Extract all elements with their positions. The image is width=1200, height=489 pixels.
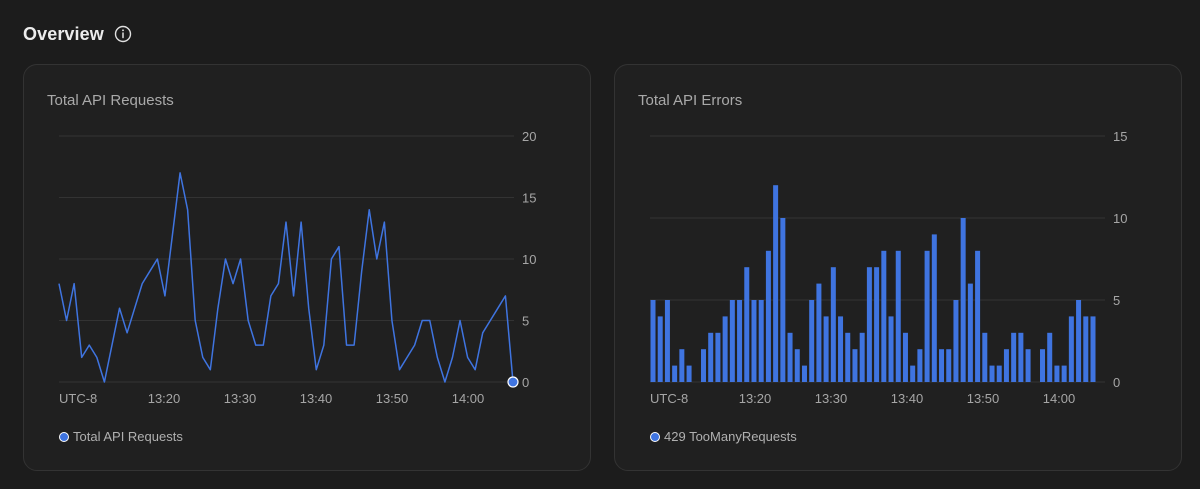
bar[interactable] (1040, 349, 1046, 382)
total-api-errors-card: Total API Errors 15 10 5 0 UTC-8 13:20 13:30 13… (614, 64, 1182, 471)
bar[interactable] (931, 234, 937, 382)
bar[interactable] (1011, 332, 1017, 382)
bar[interactable] (895, 250, 901, 382)
bar[interactable] (881, 250, 887, 382)
x-tick-label: 13:30 (815, 391, 848, 406)
bar[interactable] (902, 332, 908, 382)
bar[interactable] (924, 250, 930, 382)
legend-dot-icon (59, 431, 69, 442)
bar[interactable] (1083, 316, 1089, 382)
x-tick-label: 14:00 (452, 391, 485, 406)
series-line-total-api-requests (58, 172, 514, 383)
bar[interactable] (960, 218, 966, 382)
card-title: Total API Requests (47, 92, 174, 109)
bar[interactable] (801, 365, 807, 382)
bar[interactable] (1068, 316, 1074, 382)
total-api-requests-card: Total API Requests 20 15 10 5 0 UTC-8 13:20 13:… (23, 64, 591, 471)
x-tick-label: 13:40 (300, 391, 333, 406)
bar[interactable] (910, 365, 916, 382)
y-tick-label: 5 (522, 314, 529, 329)
x-tick-label: 13:40 (891, 391, 924, 406)
chart-legend[interactable]: Total API Requests (59, 429, 183, 444)
y-tick-label: 10 (522, 252, 536, 267)
bar[interactable] (852, 349, 858, 382)
x-tick-label: 14:00 (1043, 391, 1076, 406)
x-tick-label: 13:20 (148, 391, 181, 406)
bar[interactable] (765, 250, 771, 382)
bar[interactable] (751, 300, 757, 382)
bar[interactable] (708, 332, 714, 382)
bar[interactable] (722, 316, 728, 382)
bar[interactable] (657, 316, 663, 382)
bar[interactable] (700, 349, 706, 382)
last-point-marker[interactable] (507, 376, 519, 388)
bar[interactable] (729, 300, 735, 382)
bar[interactable] (859, 332, 865, 382)
bar[interactable] (758, 300, 764, 382)
timezone-label: UTC-8 (650, 391, 688, 406)
bar[interactable] (650, 300, 656, 382)
bar[interactable] (874, 267, 880, 382)
bar[interactable] (917, 349, 923, 382)
bar[interactable] (838, 316, 844, 382)
bar[interactable] (946, 349, 952, 382)
y-tick-label: 0 (522, 375, 529, 390)
bar[interactable] (794, 349, 800, 382)
bar[interactable] (737, 300, 743, 382)
x-tick-label: 13:50 (967, 391, 1000, 406)
y-tick-label: 15 (1113, 129, 1127, 144)
info-icon[interactable] (114, 25, 132, 43)
bar[interactable] (845, 332, 851, 382)
bar[interactable] (1003, 349, 1009, 382)
bar[interactable] (953, 300, 959, 382)
bar[interactable] (672, 365, 678, 382)
y-tick-label: 15 (522, 191, 536, 206)
bar[interactable] (744, 267, 750, 382)
total-api-errors-chart: 15 10 5 0 UTC-8 13:20 13:30 13:40 13:50 14:00 (650, 129, 1127, 406)
bar[interactable] (989, 365, 995, 382)
legend-label: 429 TooManyRequests (664, 429, 797, 444)
bar[interactable] (809, 300, 815, 382)
bar[interactable] (664, 300, 670, 382)
bar[interactable] (1090, 316, 1096, 382)
y-tick-label: 10 (1113, 211, 1127, 226)
overview-header: Overview (23, 21, 132, 47)
bar[interactable] (1018, 332, 1024, 382)
x-tick-label: 13:20 (739, 391, 772, 406)
bar[interactable] (996, 365, 1002, 382)
bar[interactable] (816, 283, 822, 382)
bar[interactable] (967, 283, 973, 382)
bar[interactable] (1025, 349, 1031, 382)
bar[interactable] (823, 316, 829, 382)
bar[interactable] (1047, 332, 1053, 382)
y-tick-label: 20 (522, 129, 536, 144)
bar[interactable] (780, 218, 786, 382)
bar[interactable] (1076, 300, 1082, 382)
bar[interactable] (982, 332, 988, 382)
bar[interactable] (975, 250, 981, 382)
y-tick-label: 0 (1113, 375, 1120, 390)
legend-label: Total API Requests (73, 429, 183, 444)
legend-dot-icon (650, 431, 660, 442)
bar[interactable] (830, 267, 836, 382)
bar[interactable] (866, 267, 872, 382)
bar[interactable] (686, 365, 692, 382)
chart-legend[interactable]: 429 TooManyRequests (650, 429, 797, 444)
bar[interactable] (773, 185, 779, 382)
bar[interactable] (1061, 365, 1067, 382)
y-tick-label: 5 (1113, 293, 1120, 308)
page-title: Overview (23, 23, 104, 44)
bar[interactable] (1054, 365, 1060, 382)
bar[interactable] (679, 349, 685, 382)
timezone-label: UTC-8 (59, 391, 97, 406)
card-title: Total API Errors (638, 92, 743, 109)
x-tick-label: 13:30 (224, 391, 257, 406)
x-tick-label: 13:50 (376, 391, 409, 406)
bar[interactable] (888, 316, 894, 382)
total-api-requests-chart: 20 15 10 5 0 UTC-8 13:20 13:30 13:40 13:50 14:00 (58, 129, 536, 406)
bar[interactable] (787, 332, 793, 382)
bar[interactable] (939, 349, 945, 382)
bar[interactable] (715, 332, 721, 382)
